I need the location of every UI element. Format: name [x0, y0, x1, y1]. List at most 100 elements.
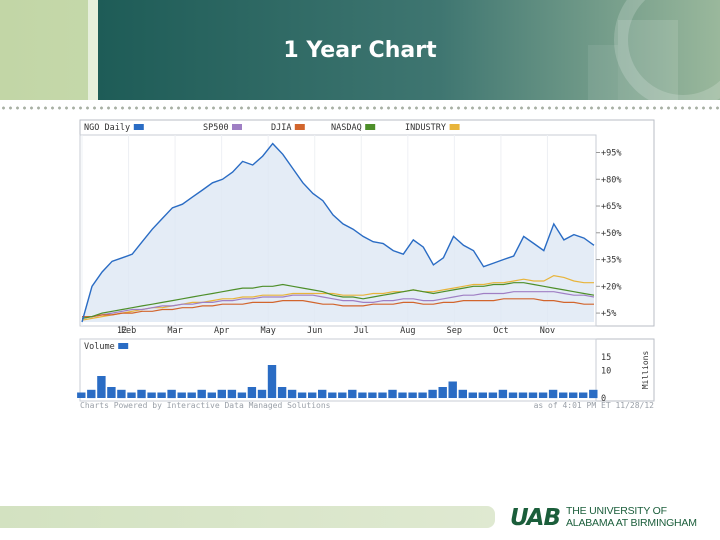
y-tick-1: +20%	[601, 282, 621, 292]
x-tick-4: May	[261, 326, 276, 336]
chart-timestamp: as of 4:01 PM ET 11/28/12	[534, 401, 655, 410]
volume-bar-17	[247, 387, 257, 398]
volume-bar-45	[528, 392, 538, 398]
dotted-divider	[0, 106, 720, 110]
chart-credit: Charts Powered by Interactive Data Manag…	[80, 401, 331, 410]
volume-bar-23	[308, 392, 317, 398]
x-tick-9: Oct	[493, 326, 508, 336]
uab-name: THE UNIVERSITY OF ALABAMA AT BIRMINGHAM	[566, 505, 697, 529]
x-tick-7: Aug	[400, 326, 415, 336]
header-accent-bar	[88, 0, 98, 100]
volume-bar-8	[157, 392, 166, 398]
legend-label-1: SP500	[203, 123, 229, 133]
series-line-3	[81, 282, 595, 319]
y-tick-5: +80%	[601, 175, 621, 185]
volume-bar-10	[177, 392, 186, 398]
volume-bar-3	[107, 387, 116, 398]
legend-swatch-0	[133, 124, 144, 130]
uab-name-line2: ALABAMA AT BIRMINGHAM	[566, 517, 697, 529]
slide-header	[0, 0, 720, 100]
volume-bar-37	[448, 381, 457, 398]
volume-bar-41	[488, 392, 498, 398]
volume-legend-label: Volume	[84, 342, 115, 352]
volume-y-tick-1: 10	[601, 367, 611, 377]
volume-bar-14	[217, 389, 226, 399]
volume-bar-24	[318, 389, 327, 399]
volume-bar-0	[77, 392, 86, 398]
footer-bar	[0, 506, 495, 528]
volume-bar-31	[388, 389, 397, 399]
volume-bar-49	[569, 392, 578, 398]
volume-bar-11	[187, 392, 196, 398]
volume-panel-frame	[79, 338, 655, 402]
volume-bar-50	[579, 392, 588, 398]
volume-bar-25	[328, 392, 337, 398]
volume-bar-18	[257, 389, 267, 399]
volume-bar-39	[468, 392, 477, 398]
y-tick-4: +65%	[601, 202, 621, 212]
legend-swatch-4	[449, 124, 460, 130]
price-y-axis: +5% +20% +35% +50% +65% +80% +95%	[596, 148, 621, 319]
volume-bar-26	[338, 392, 347, 398]
uab-logo[interactable]: UAB THE UNIVERSITY OF ALABAMA AT BIRMING…	[510, 504, 700, 532]
volume-bar-43	[508, 392, 518, 398]
uab-wordmark: UAB	[510, 505, 561, 531]
series-line-4	[81, 274, 594, 321]
volume-bar-32	[398, 392, 407, 398]
legend-label-2: DJIA	[271, 123, 291, 133]
x-tick-5: Jun	[307, 326, 322, 336]
volume-bar-30	[378, 392, 387, 398]
volume-legend: Volume	[84, 342, 129, 352]
ngo-area-fill	[82, 143, 594, 322]
x-tick-3: Apr	[214, 326, 229, 336]
volume-bar-9	[167, 389, 176, 399]
series-line-1	[81, 291, 595, 319]
legend-swatch-1	[232, 124, 242, 130]
volume-bar-16	[237, 392, 247, 398]
volume-bar-28	[358, 392, 367, 398]
volume-bar-46	[538, 392, 548, 398]
volume-bar-38	[458, 389, 467, 399]
legend-swatch-3	[365, 124, 376, 130]
volume-bar-33	[408, 392, 417, 398]
volume-plot-frame	[79, 338, 597, 402]
volume-bar-48	[559, 392, 568, 398]
volume-y-tick-0: 0	[601, 394, 606, 404]
x-tick-8: Sep	[447, 326, 462, 336]
volume-bar-7	[147, 392, 156, 398]
x-tick-6: Jul	[354, 326, 369, 336]
volume-bar-6	[137, 389, 146, 399]
volume-bar-22	[297, 392, 307, 398]
volume-bar-15	[227, 389, 237, 399]
stock-chart: NGO Daily SP500 DJIA NASDAQ INDUSTRY +5% +20%…	[77, 119, 655, 410]
x-tick-2: Mar	[167, 326, 182, 336]
volume-bar-29	[368, 392, 377, 398]
price-legend: NGO Daily SP500 DJIA NASDAQ INDUSTRY	[84, 123, 460, 133]
volume-bar-4	[117, 389, 126, 399]
volume-bar-13	[207, 392, 216, 398]
volume-bar-21	[287, 389, 297, 399]
volume-bar-51	[589, 389, 598, 399]
header-band	[98, 0, 720, 100]
legend-label-0: NGO Daily	[84, 123, 130, 133]
volume-bar-1	[87, 389, 96, 399]
series-line-0	[81, 142, 595, 323]
volume-y-axis: 0 10 15	[601, 353, 611, 404]
volume-y-tick-2: 15	[601, 353, 611, 363]
volume-bar-34	[418, 392, 427, 398]
slide-title: 1 Year Chart	[283, 38, 437, 63]
series-line-2	[82, 298, 594, 318]
y-tick-6: +95%	[601, 148, 621, 158]
volume-bar-20	[277, 387, 287, 398]
volume-bar-47	[548, 389, 558, 399]
volume-legend-swatch	[118, 343, 129, 349]
volume-bar-35	[428, 389, 437, 399]
legend-swatch-2	[294, 124, 305, 130]
volume-bar-44	[518, 392, 528, 398]
y-tick-0: +5%	[601, 309, 616, 319]
volume-bar-5	[127, 392, 136, 398]
legend-label-3: NASDAQ	[331, 123, 362, 133]
x-tick-0: 12	[117, 326, 127, 336]
header-building-watermark	[588, 0, 720, 100]
